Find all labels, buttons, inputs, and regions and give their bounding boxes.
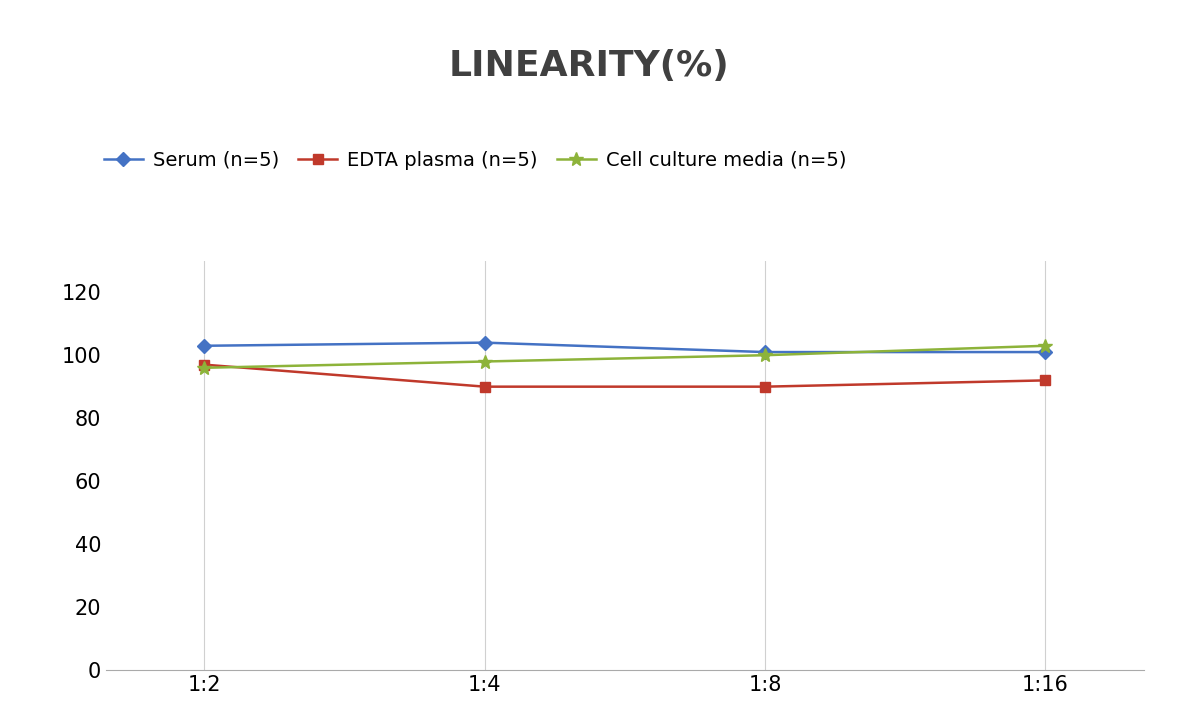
EDTA plasma (n=5)	[197, 360, 211, 369]
Legend: Serum (n=5), EDTA plasma (n=5), Cell culture media (n=5): Serum (n=5), EDTA plasma (n=5), Cell cul…	[104, 151, 847, 170]
Text: LINEARITY(%): LINEARITY(%)	[449, 49, 730, 83]
Cell culture media (n=5)	[197, 364, 211, 372]
Serum (n=5)	[758, 348, 772, 356]
Serum (n=5)	[1039, 348, 1053, 356]
Serum (n=5)	[197, 341, 211, 350]
Cell culture media (n=5)	[1039, 341, 1053, 350]
Line: Serum (n=5): Serum (n=5)	[199, 338, 1050, 357]
EDTA plasma (n=5)	[758, 382, 772, 391]
EDTA plasma (n=5)	[477, 382, 492, 391]
Serum (n=5)	[477, 338, 492, 347]
Line: EDTA plasma (n=5): EDTA plasma (n=5)	[199, 360, 1050, 391]
EDTA plasma (n=5)	[1039, 376, 1053, 385]
Line: Cell culture media (n=5): Cell culture media (n=5)	[197, 339, 1053, 375]
Cell culture media (n=5)	[758, 351, 772, 360]
Cell culture media (n=5)	[477, 357, 492, 366]
